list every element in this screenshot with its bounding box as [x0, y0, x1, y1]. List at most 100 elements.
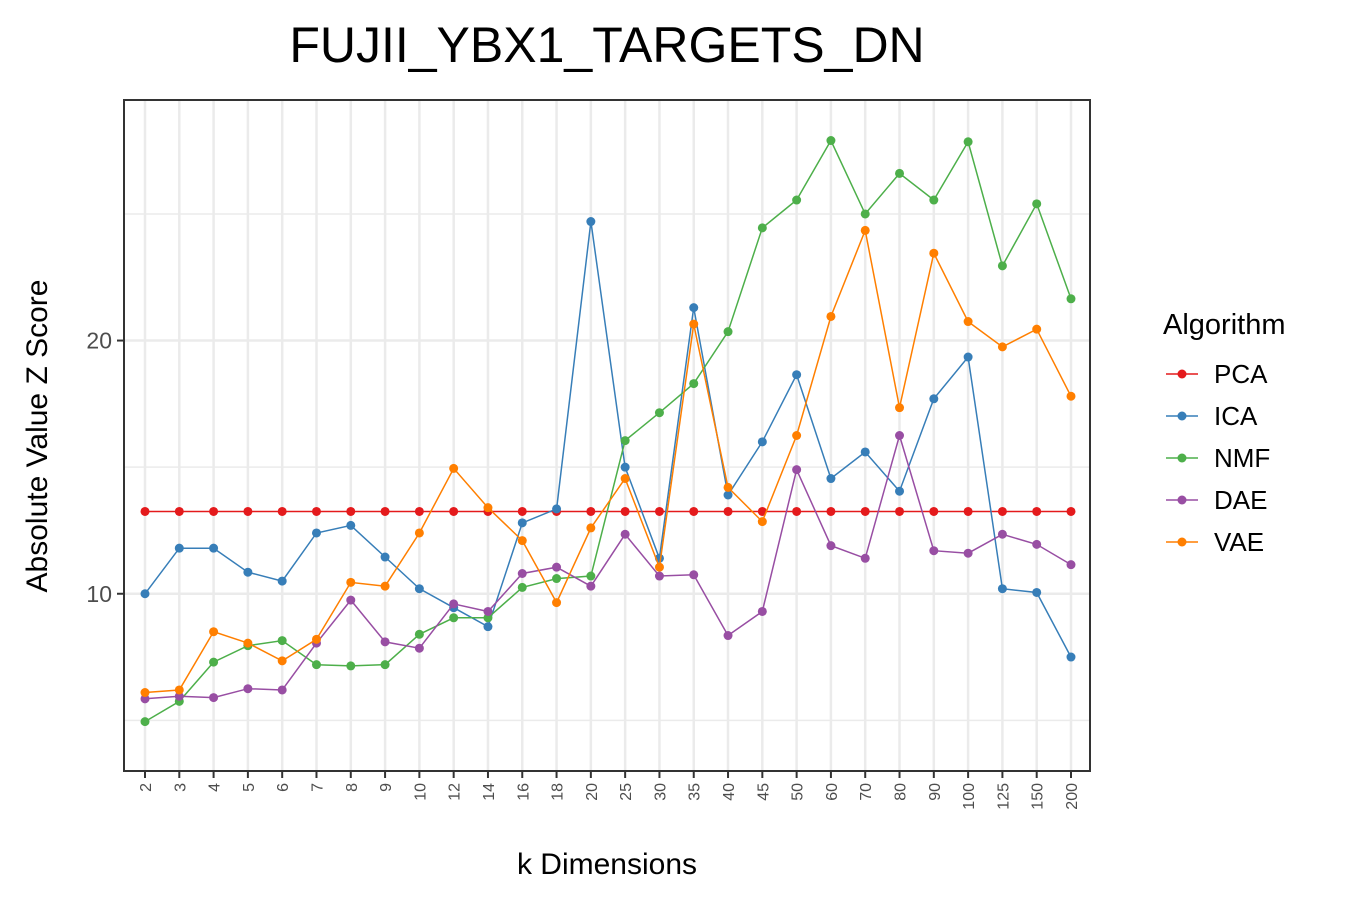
x-tick-label: 45: [755, 783, 772, 801]
x-tick-label: 125: [995, 783, 1012, 810]
data-point: [757, 437, 767, 447]
legend-key-point: [1177, 495, 1187, 505]
series-line: [144, 138, 1072, 723]
y-axis-title: Absolute Value Z Score: [21, 280, 54, 593]
data-point: [620, 462, 630, 472]
data-point: [654, 562, 664, 572]
data-point: [243, 638, 253, 648]
data-point: [1066, 652, 1076, 662]
data-point: [346, 577, 356, 587]
x-tick-label: 2: [138, 783, 155, 792]
data-point: [209, 627, 219, 637]
data-point: [277, 576, 287, 586]
data-point: [929, 195, 939, 205]
data-point: [620, 506, 630, 516]
data-point: [895, 486, 905, 496]
x-tick-label: 8: [344, 783, 361, 792]
x-tick-label: 150: [1030, 783, 1047, 810]
legend-item-nmf: NMF: [1166, 443, 1270, 473]
data-point: [1066, 560, 1076, 570]
data-point: [277, 656, 287, 666]
data-point: [860, 447, 870, 457]
data-point: [689, 303, 699, 313]
data-point: [517, 536, 527, 546]
data-point: [414, 528, 424, 538]
data-point: [483, 503, 493, 513]
data-point: [552, 598, 562, 608]
data-point: [792, 195, 802, 205]
data-point: [140, 688, 150, 698]
x-tick-label: 200: [1064, 783, 1081, 810]
data-point: [243, 567, 253, 577]
data-point: [346, 520, 356, 530]
data-point: [929, 394, 939, 404]
x-tick-label: 9: [378, 783, 395, 792]
data-point: [380, 552, 390, 562]
data-point: [517, 568, 527, 578]
data-point: [895, 431, 905, 440]
data-point: [895, 168, 905, 178]
data-point: [997, 584, 1007, 594]
legend-key-point: [1177, 411, 1187, 421]
data-point: [209, 506, 219, 516]
data-point: [1032, 324, 1042, 334]
data-point: [586, 506, 596, 516]
data-point: [620, 436, 630, 446]
x-tick-label: 18: [550, 783, 567, 801]
legend-label: ICA: [1214, 401, 1258, 431]
data-point: [209, 543, 219, 553]
data-point: [414, 506, 424, 516]
legend-item-pca: PCA: [1166, 359, 1268, 389]
data-point: [1066, 506, 1076, 516]
data-point: [483, 606, 493, 616]
legend: Algorithm PCA ICA NMF DAE VAE: [1163, 309, 1286, 557]
data-point: [277, 636, 287, 646]
data-point: [1032, 199, 1042, 209]
data-point: [689, 319, 699, 329]
data-point: [620, 474, 630, 484]
data-point: [723, 506, 733, 516]
x-tick-label: 35: [687, 783, 704, 801]
data-point: [963, 352, 973, 362]
data-point: [346, 506, 356, 516]
data-point: [552, 562, 562, 572]
data-point: [414, 629, 424, 639]
series-line: [144, 227, 1072, 694]
data-point: [414, 643, 424, 653]
legend-item-vae: VAE: [1166, 527, 1264, 557]
data-point: [826, 506, 836, 516]
series-line: [144, 221, 1072, 658]
data-point: [174, 691, 184, 701]
data-point: [311, 660, 321, 670]
x-tick-label: 90: [927, 783, 944, 801]
legend-item-dae: DAE: [1166, 485, 1267, 515]
data-point: [346, 595, 356, 605]
data-point: [929, 546, 939, 556]
legend-label: PCA: [1214, 359, 1268, 389]
data-point: [140, 694, 150, 704]
data-point: [174, 543, 184, 553]
x-axis: 2 3 4 5 6 7 8 9 10 12 14 16 18 20 25 30 35 40 45 50 60 70 80 90…: [138, 771, 1081, 810]
data-point: [1066, 294, 1076, 304]
data-point: [483, 622, 493, 632]
data-point: [997, 342, 1007, 352]
data-point: [311, 634, 321, 644]
data-point: [586, 217, 596, 227]
x-tick-label: 80: [893, 783, 910, 801]
data-point: [346, 661, 356, 671]
data-point: [483, 613, 493, 623]
legend-item-ica: ICA: [1166, 401, 1258, 431]
data-point: [757, 517, 767, 527]
data-point: [586, 581, 596, 591]
series-pca: [140, 506, 1076, 516]
data-point: [654, 571, 664, 581]
data-point: [860, 225, 870, 235]
x-tick-label: 50: [790, 783, 807, 801]
legend-key-point: [1177, 453, 1187, 463]
data-point: [277, 685, 287, 695]
data-point: [826, 541, 836, 551]
x-tick-label: 3: [172, 783, 189, 792]
data-point: [895, 403, 905, 413]
data-point: [243, 506, 253, 516]
